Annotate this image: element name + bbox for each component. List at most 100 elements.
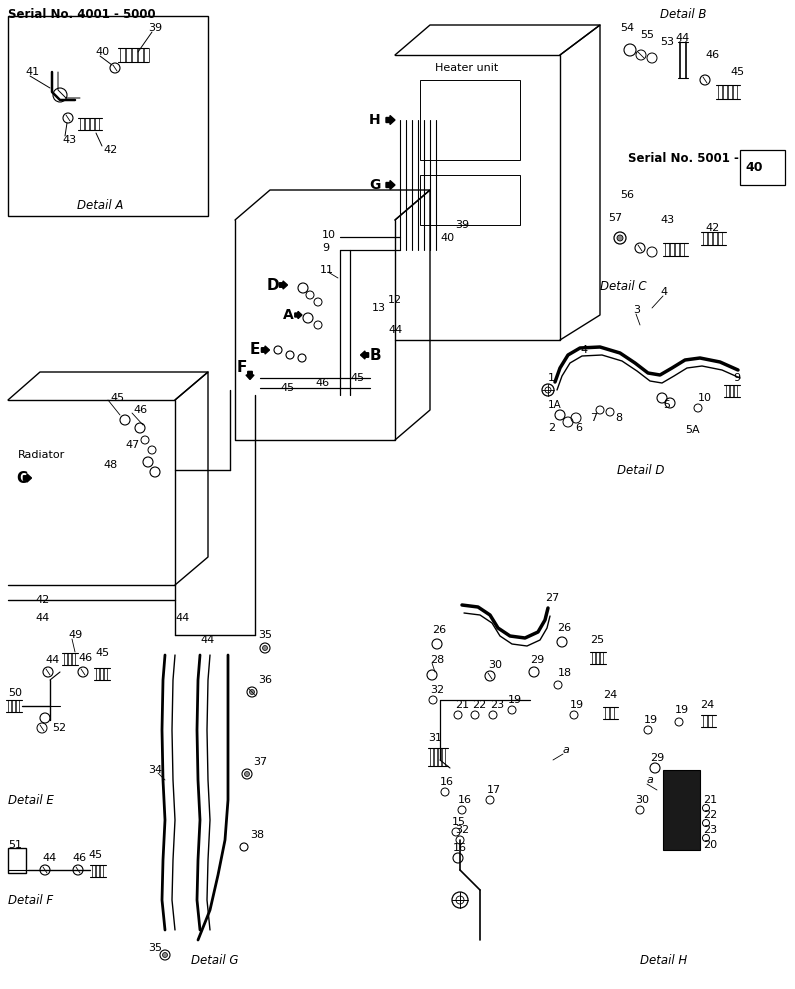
Text: 24: 24 [700,700,714,710]
Bar [12,700,15,712]
Text: Detail C: Detail C [600,280,646,293]
Text: E: E [250,342,260,357]
Bar [610,707,614,719]
Text: Detail A: Detail A [77,199,123,212]
Text: 4: 4 [660,287,667,297]
Bar [718,232,722,245]
Text: 41: 41 [25,67,39,77]
Text: 5: 5 [663,400,670,410]
Bar [718,85,722,99]
Text: 52: 52 [52,723,66,733]
Text: G: G [370,178,381,192]
Text: 30: 30 [635,795,649,805]
Circle shape [162,952,168,957]
Text: 21: 21 [455,700,469,710]
Text: 42: 42 [705,223,719,233]
Bar [680,243,684,256]
Text: 16: 16 [440,777,454,787]
Text: 6: 6 [575,423,582,433]
Bar [442,748,445,766]
Text: Heater unit: Heater unit [435,63,498,73]
Bar [80,118,84,130]
Bar [8,848,26,873]
Bar [96,668,99,680]
Text: 12: 12 [388,295,402,305]
Bar [95,118,99,130]
Bar [420,80,520,160]
Text: H: H [369,113,381,127]
Polygon shape [386,116,395,125]
Text: 24: 24 [603,690,617,700]
Text: 21: 21 [703,795,717,805]
Bar [420,175,520,225]
Bar [100,865,103,877]
Bar [8,700,11,712]
Text: 49: 49 [68,630,82,640]
Text: 37: 37 [253,757,267,767]
Circle shape [703,835,709,842]
Bar [16,700,19,712]
Polygon shape [246,372,254,380]
Text: 44: 44 [35,613,49,623]
Text: a: a [563,745,570,755]
Text: 25: 25 [590,635,604,645]
Bar [605,707,609,719]
Text: 53: 53 [660,37,674,47]
Text: 45: 45 [730,67,744,77]
Text: F: F [237,361,247,376]
Text: 46: 46 [72,853,86,863]
Circle shape [250,689,254,694]
Text: 28: 28 [430,655,444,665]
Text: 45: 45 [280,383,294,393]
Polygon shape [360,351,369,359]
Text: 45: 45 [110,393,124,403]
Polygon shape [262,346,270,354]
Text: 46: 46 [705,50,719,60]
Text: 42: 42 [35,595,49,605]
Bar [665,243,669,256]
Text: 38: 38 [250,830,264,840]
Polygon shape [386,181,395,190]
Text: 46: 46 [315,378,329,388]
Text: 10: 10 [322,230,336,240]
Text: a: a [647,775,653,785]
Bar [708,232,712,245]
Text: 23: 23 [703,825,717,835]
Bar [92,865,95,877]
Text: 44: 44 [388,325,402,335]
Bar [68,653,71,665]
Text: 17: 17 [487,785,501,795]
Bar [730,385,733,397]
Circle shape [617,235,623,241]
Text: 36: 36 [258,675,272,685]
Text: 1A: 1A [548,400,562,410]
Text: 45: 45 [350,373,364,383]
Text: 43: 43 [62,135,76,145]
Text: 32: 32 [455,825,469,835]
Text: Detail H: Detail H [640,953,687,966]
Bar [703,715,707,727]
Text: 27: 27 [545,593,559,603]
Text: 2: 2 [548,423,555,433]
Bar [596,652,599,664]
Bar [96,865,99,877]
Bar [740,150,785,185]
Text: 3: 3 [633,305,640,315]
Text: 22: 22 [472,700,487,710]
Text: 44: 44 [45,655,60,665]
Text: 29: 29 [650,753,665,763]
Text: 46: 46 [133,405,147,415]
Text: 47: 47 [125,440,139,450]
Text: 5A: 5A [685,425,700,435]
Text: 45: 45 [95,648,109,658]
Text: Detail B: Detail B [660,8,707,21]
Circle shape [703,804,709,812]
Text: 7: 7 [590,413,597,423]
Text: 18: 18 [558,668,572,678]
Bar [64,653,67,665]
Text: 32: 32 [430,685,444,695]
Text: 26: 26 [557,623,571,633]
Bar [138,48,143,62]
Text: 31: 31 [428,733,442,743]
Text: D: D [266,278,279,293]
